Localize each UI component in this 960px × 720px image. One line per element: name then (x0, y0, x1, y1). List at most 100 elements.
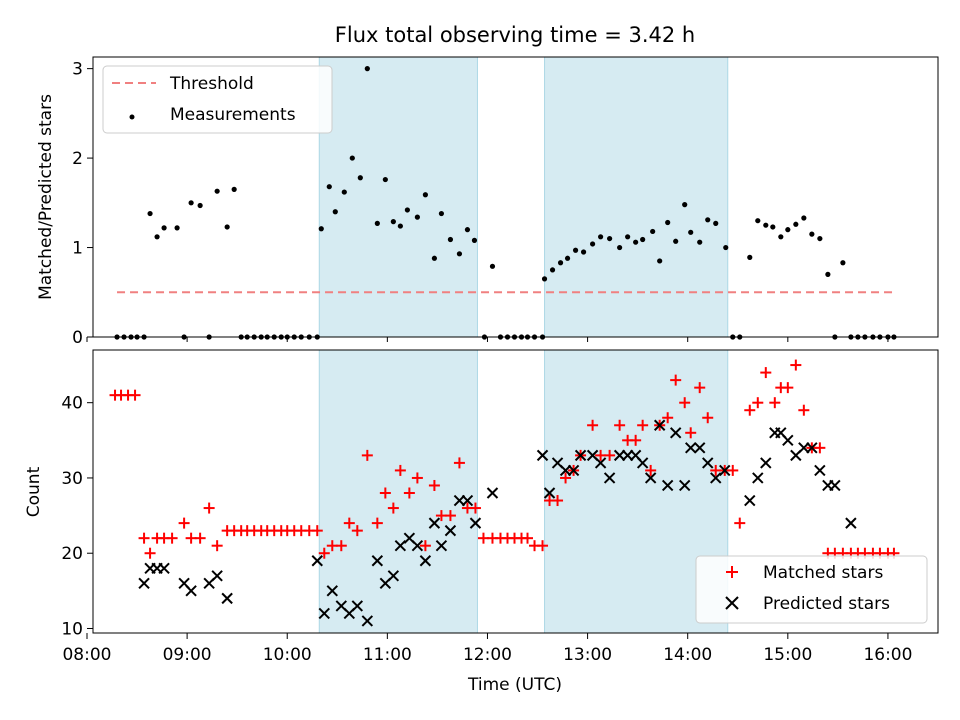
x-tick-label: 14:00 (663, 645, 712, 665)
matched-star-point (469, 502, 481, 514)
matched-star-point (702, 412, 714, 424)
predicted-star-point (419, 555, 432, 567)
matched-star-point (552, 495, 564, 507)
measurement-point (390, 219, 396, 225)
matched-star-point (679, 397, 691, 409)
measurement-point (161, 225, 167, 231)
predicted-star-point (411, 539, 424, 552)
x-tick-label: 15:00 (763, 645, 812, 665)
measurement-point (456, 251, 463, 257)
measurement-point (326, 184, 332, 190)
measurement-point (332, 209, 338, 215)
matched-star-point (194, 532, 206, 544)
bottom-y-axis-label: Count (24, 466, 44, 517)
predicted-star-point (678, 479, 691, 492)
matched-star-point (630, 434, 642, 446)
matched-star-point (814, 442, 826, 454)
measurement-point (422, 192, 428, 198)
top-shaded-regions (318, 56, 729, 338)
measurement-point (382, 176, 388, 183)
predicted-star-point (326, 585, 338, 597)
top-measurement-points (114, 66, 897, 340)
measurement-point (471, 237, 478, 243)
predicted-star-point (636, 457, 649, 469)
measurement-point (397, 223, 403, 229)
measurement-point (341, 189, 347, 195)
matched-star-point (752, 397, 764, 409)
predicted-star-point (371, 555, 384, 567)
predicted-star-point (185, 585, 197, 597)
y-tick-label: 30 (61, 469, 83, 489)
bottom-plot-frame (92, 349, 939, 634)
measurement-point (374, 220, 380, 226)
top-plot-frame (92, 56, 939, 338)
measurement-point (778, 234, 784, 240)
legend-predicted-label: Predicted stars (763, 594, 890, 614)
x-tick-label: 08:00 (62, 645, 111, 665)
predicted-star-point (752, 472, 764, 484)
measurement-point (188, 200, 194, 206)
predicted-star-point (661, 479, 674, 492)
y-tick-label: 2 (72, 149, 83, 169)
measurement-point (801, 215, 807, 221)
matched-star-point (604, 449, 616, 461)
matched-star-point (419, 540, 431, 552)
predicted-star-point (702, 457, 714, 469)
matched-star-point (387, 502, 399, 514)
y-tick-label: 0 (72, 328, 83, 348)
x-tick-label: 13:00 (563, 645, 612, 665)
matched-star-point (371, 517, 383, 529)
predicted-star-point (845, 517, 857, 529)
matched-star-point (403, 487, 415, 499)
measurement-point (705, 217, 711, 223)
matched-star-point (694, 382, 706, 394)
x-tick-label: 16:00 (863, 645, 912, 665)
measurement-point (572, 247, 579, 253)
predicted-star-point (318, 607, 330, 620)
matched-star-point (343, 517, 355, 529)
predicted-star-point (461, 494, 474, 507)
matched-star-point (587, 419, 599, 431)
y-tick-label: 3 (72, 60, 83, 80)
x-tick-label: 11:00 (363, 645, 412, 665)
measurement-point (349, 155, 355, 161)
predicted-star-point (782, 434, 794, 447)
measurement-point (825, 271, 831, 277)
predicted-star-point (428, 517, 441, 529)
matched-star-point (782, 382, 794, 394)
predicted-star-point (469, 517, 482, 529)
measurement-point (464, 227, 471, 233)
predicted-star-point (719, 464, 731, 477)
matched-star-point (203, 502, 215, 514)
measurement-point (564, 255, 571, 261)
bottom-legend: Matched stars Predicted stars (695, 555, 928, 624)
legend-matched-label: Matched stars (763, 563, 883, 583)
measurement-point (633, 239, 639, 245)
measurement-point (650, 228, 656, 235)
measurement-point (414, 214, 420, 220)
predicted-star-point (669, 427, 682, 439)
measurement-point (617, 244, 623, 251)
measurement-point (793, 221, 799, 227)
matched-star-point (760, 367, 772, 379)
matched-star-point (645, 464, 657, 476)
predicted-star-point (435, 539, 448, 552)
bottom-panel: 10 20 30 40 08:00 09:00 10:00 11:00 12:00 13:00 1… (24, 349, 939, 695)
legend-matched-swatch (726, 566, 738, 578)
predicted-star-point (694, 442, 706, 454)
bottom-legend-box (695, 555, 928, 624)
matched-star-point (790, 359, 802, 371)
bottom-x-axis-label: Time (UTC) (467, 675, 562, 695)
predicted-star-point (603, 472, 616, 484)
measurement-point (357, 175, 363, 181)
measurement-point (763, 222, 769, 228)
y-tick-label: 1 (72, 239, 83, 259)
predicted-star-point (594, 457, 607, 469)
measurement-point (625, 234, 631, 240)
measurement-point (607, 235, 613, 242)
figure-title: Flux total observing time = 3.42 h (335, 23, 695, 47)
measurement-point (665, 219, 671, 226)
top-legend: Threshold Measurements (102, 65, 333, 134)
y-tick-label: 10 (61, 619, 83, 639)
matched-star-point (444, 510, 456, 522)
